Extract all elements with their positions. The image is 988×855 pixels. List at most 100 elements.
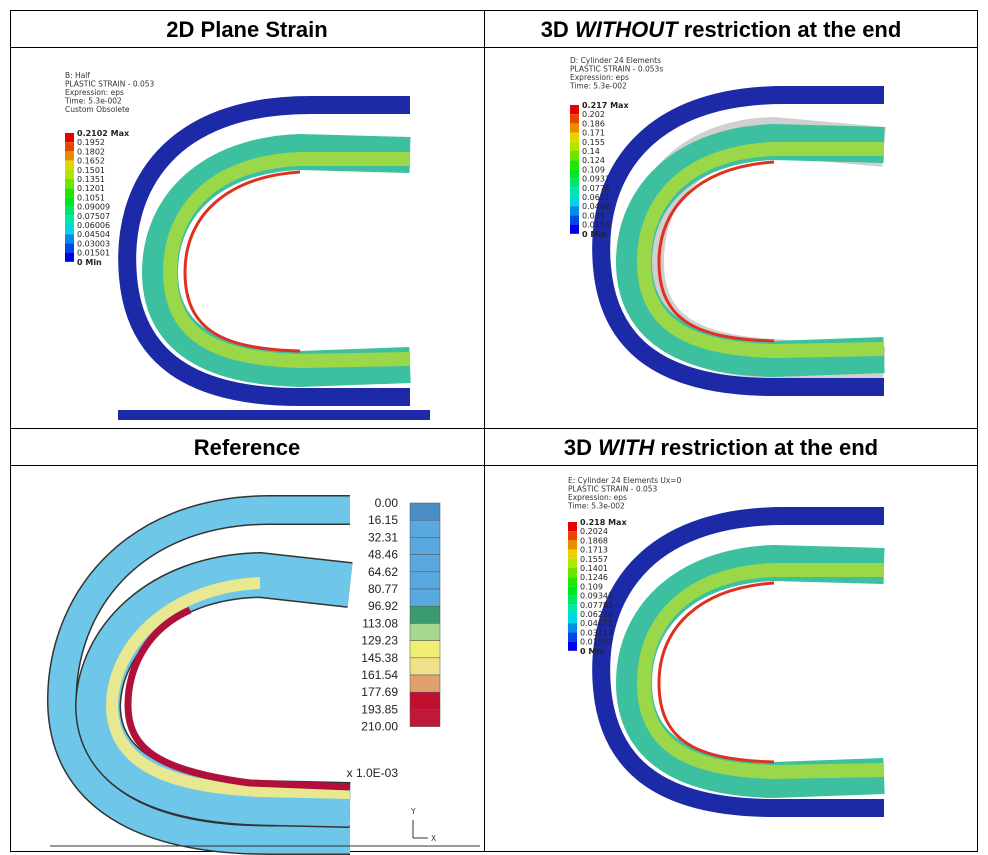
legend-swatch	[570, 105, 579, 115]
legend-label: 0.04671	[580, 619, 613, 628]
legend-label: 0.031	[582, 211, 605, 220]
legend-label: 0.1351	[77, 175, 105, 184]
axis-label: X	[431, 834, 436, 843]
legend-swatch	[568, 540, 577, 550]
legend-label: 0.1501	[77, 166, 105, 175]
legend-label: 113.08	[362, 616, 398, 630]
legend-label: 0.1802	[77, 147, 105, 156]
legend-swatch	[568, 577, 577, 587]
legend-swatch	[409, 554, 441, 573]
title-part: 2D Plane Strain	[166, 17, 327, 42]
legend-label: 0.04504	[77, 230, 110, 239]
legend-label: 0.09009	[77, 203, 110, 212]
legend-label: 80.77	[368, 582, 398, 596]
legend-swatch	[409, 502, 441, 521]
legend-label: 0.0776	[582, 184, 610, 193]
legend-swatch	[65, 197, 74, 207]
plot-info: Expression: eps	[65, 88, 124, 97]
table-grid	[10, 10, 978, 852]
legend-swatch	[570, 224, 579, 234]
legend-swatch	[568, 522, 577, 532]
legend-label: 0.09342	[580, 592, 613, 601]
outer-tube	[592, 86, 884, 396]
panel-title: 3D WITHOUT restriction at the end	[541, 17, 902, 42]
legend-label: 161.54	[361, 668, 398, 682]
scale-note: x 1.0E-03	[347, 766, 399, 780]
legend-swatch	[65, 252, 74, 262]
legend-label: 0.14	[582, 147, 600, 156]
legend-label: 0.0466	[582, 202, 610, 211]
legend-label: 0.218 Max	[580, 518, 627, 527]
title-part: WITHOUT	[575, 17, 679, 42]
legend-swatch	[570, 132, 579, 142]
legend-label: 64.62	[368, 565, 398, 579]
legend-label: 32.31	[368, 530, 398, 544]
legend-label: 129.23	[361, 634, 398, 648]
legend-swatch	[409, 588, 441, 607]
legend-swatch	[65, 133, 74, 143]
plot-info: E: Cylinder 24 Elements Ux=0	[568, 476, 682, 485]
axis-label: Y	[410, 807, 416, 816]
legend-label: 0.01557	[580, 638, 613, 647]
plot-info: B: Half	[65, 71, 90, 80]
legend-label: 0.00	[375, 496, 399, 510]
title-part: WITH	[598, 435, 655, 460]
legend-label: 0.0155	[582, 221, 610, 230]
legend-label: 0.0931	[582, 175, 610, 184]
legend-label: 177.69	[361, 685, 398, 699]
legend-swatch	[409, 640, 441, 659]
legend-label: 0.124	[582, 156, 605, 165]
legend-label: 0.07507	[77, 212, 110, 221]
outer-tube	[48, 496, 350, 854]
legend-label: 0 Min	[580, 647, 605, 656]
legend-label: 0.2102 Max	[77, 129, 130, 138]
legend-label: 145.38	[361, 651, 398, 665]
legend-swatch	[570, 197, 579, 207]
legend-swatch	[65, 206, 74, 216]
legend-swatch	[568, 641, 577, 651]
inner-tube-mid	[636, 142, 885, 359]
base-plate	[118, 410, 430, 420]
legend-swatch	[409, 674, 441, 693]
inner-tube-max	[657, 581, 775, 764]
legend-swatch	[570, 187, 579, 197]
legend-label: 0.1952	[77, 138, 105, 147]
contour-plot	[592, 507, 885, 817]
legend-swatch	[568, 586, 577, 596]
outer-tube	[592, 507, 884, 817]
legend-swatch	[570, 169, 579, 179]
legend-swatch	[65, 188, 74, 198]
legend-swatch	[409, 657, 441, 676]
legend-label: 0 Min	[77, 258, 102, 267]
legend-label: 0.1051	[77, 193, 105, 202]
legend-swatch	[65, 160, 74, 170]
legend-label: 0 Min	[582, 230, 607, 239]
legend-swatch	[568, 632, 577, 642]
plot-info: Expression: eps	[570, 73, 629, 82]
legend-swatch	[65, 142, 74, 152]
legend-swatch	[409, 519, 441, 538]
legend-swatch	[65, 151, 74, 161]
legend-swatch	[570, 215, 579, 225]
legend-swatch	[570, 206, 579, 216]
legend-swatch	[568, 623, 577, 633]
inner-tube-max	[124, 606, 351, 791]
legend-label: 0.155	[582, 138, 605, 147]
legend-swatch	[568, 531, 577, 541]
plot-info: Time: 5.3e-002	[569, 82, 627, 91]
legend-label: 0.06228	[580, 610, 613, 619]
plot-info: Time: 5.3e-002	[64, 97, 122, 106]
legend-swatch	[65, 169, 74, 179]
legend-swatch	[568, 604, 577, 614]
inner-tube-mid	[105, 577, 351, 799]
legend-swatch	[409, 571, 441, 590]
legend-swatch	[570, 141, 579, 151]
legend-label: 0.1246	[580, 573, 608, 582]
legend-label: 0.1713	[580, 546, 608, 555]
plot-info: PLASTIC STRAIN - 0.053	[65, 80, 155, 89]
legend-label: 96.92	[368, 599, 398, 613]
legend-swatch	[568, 568, 577, 578]
inner-tube-max	[657, 160, 775, 343]
legend-label: 0.109	[580, 582, 603, 591]
legend-label: 0.217 Max	[582, 101, 629, 110]
